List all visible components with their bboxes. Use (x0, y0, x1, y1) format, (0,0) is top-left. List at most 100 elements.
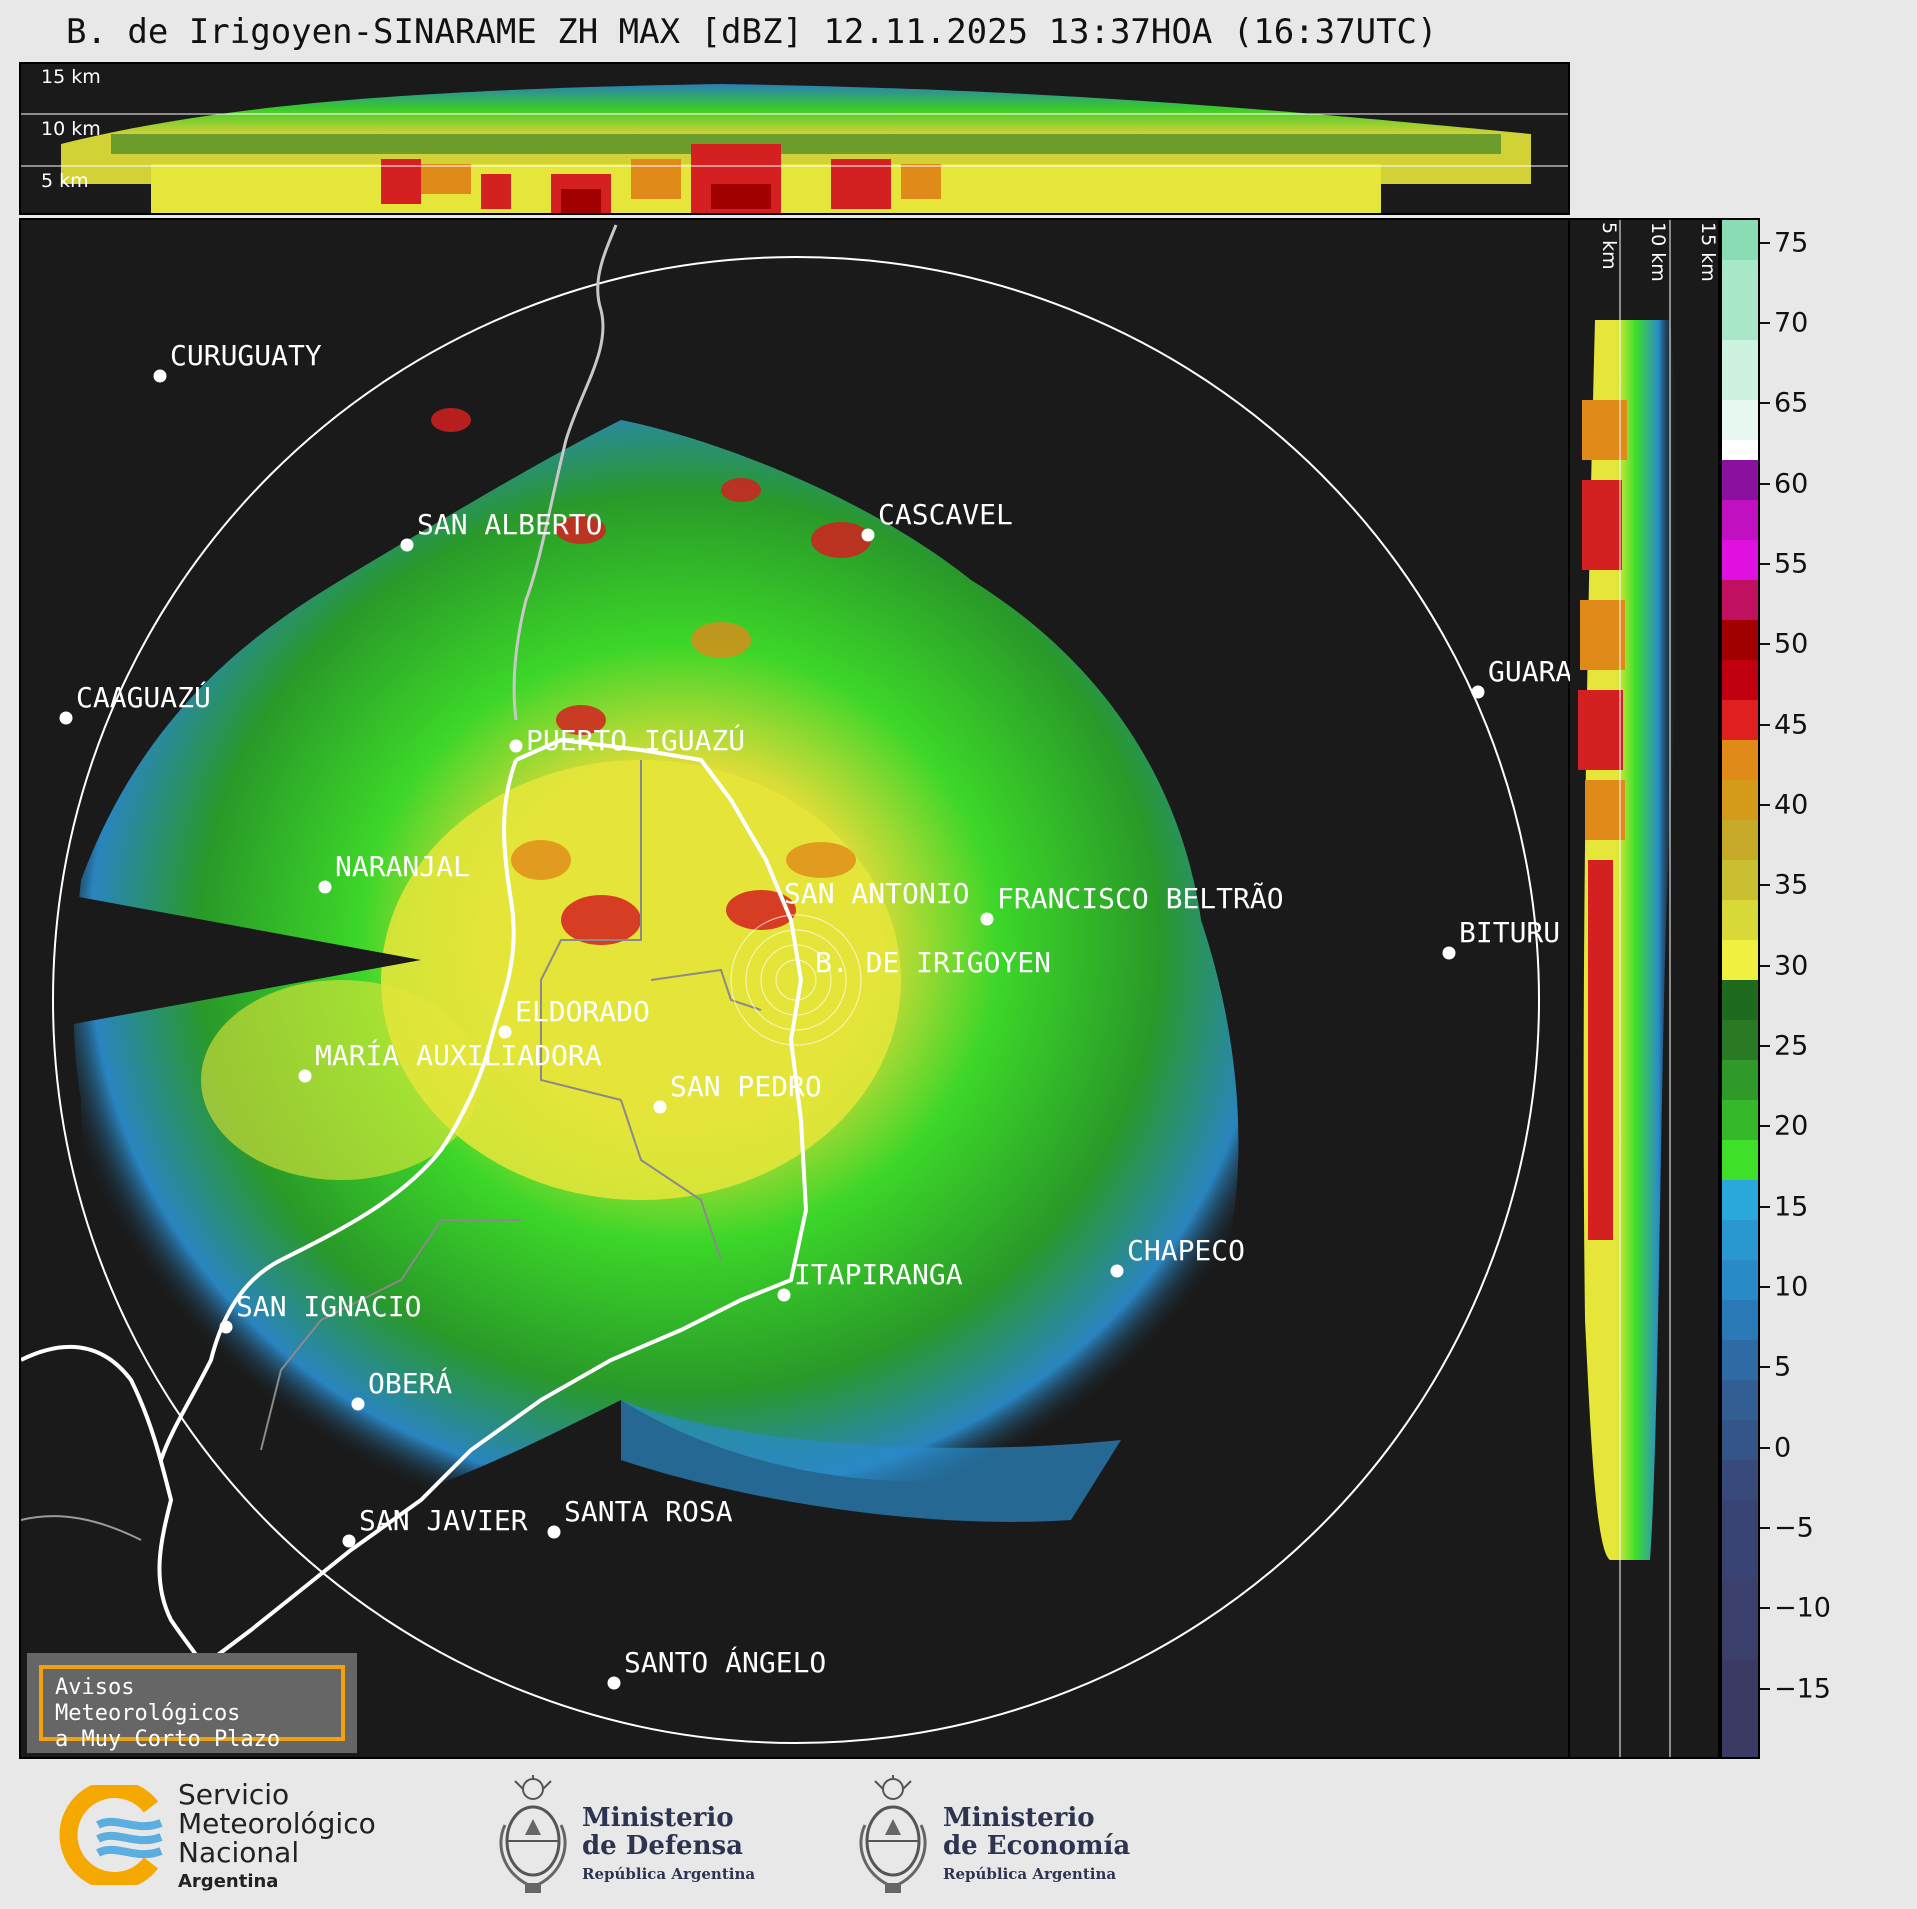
smn-logo-icon (59, 1785, 163, 1885)
city-label: ITAPIRANGA (794, 1258, 963, 1291)
colorbar-label: −10 (1774, 1592, 1831, 1624)
colorbar-label: 25 (1774, 1030, 1809, 1062)
city-dot (219, 1320, 233, 1334)
colorbar-tick (1760, 1527, 1770, 1529)
alert-box-frame: Avisos Meteorológicos a Muy Corto Plazo (39, 1665, 345, 1752)
colorbar-label: −5 (1774, 1512, 1814, 1544)
city-label: FRANCISCO BELTRÃO (997, 882, 1284, 915)
colorbar-tick (1760, 1125, 1770, 1127)
colorbar-label: 40 (1774, 789, 1809, 821)
colorbar-tick (1760, 322, 1770, 324)
city-label: CHAPECO (1127, 1234, 1246, 1267)
colorbar-label: 60 (1774, 468, 1809, 500)
defensa-line-1: Ministerio (582, 1803, 734, 1833)
ministerio-economia-text: Ministerio de Economía República Argenti… (943, 1804, 1130, 1888)
city-dot (777, 1288, 791, 1302)
city-dot (298, 1069, 312, 1083)
colorbar-tick (1760, 965, 1770, 967)
city-dot (1110, 1264, 1124, 1278)
smn-line-1: Servicio (178, 1778, 290, 1811)
side-profile-svg (1578, 220, 1678, 1757)
smn-line-4: Argentina (178, 1871, 279, 1892)
top-label-15km: 15 km (41, 66, 101, 88)
colorbar-tick (1760, 483, 1770, 485)
colorbar-label: 5 (1774, 1351, 1792, 1383)
city-label: SAN PEDRO (670, 1070, 822, 1103)
city-dot (59, 711, 73, 725)
city-label: SANTA ROSA (564, 1495, 733, 1528)
city-dot (653, 1100, 667, 1114)
colorbar-label: 20 (1774, 1110, 1809, 1142)
colorbar-tick (1760, 1447, 1770, 1449)
city-label: SAN JAVIER (359, 1504, 528, 1537)
defensa-line-2: de Defensa (582, 1831, 743, 1861)
city-label: PUERTO IGUAZÚ (526, 724, 746, 757)
city-dot (547, 1525, 561, 1539)
colorbar-label: 35 (1774, 869, 1809, 901)
colorbar-tick (1760, 1286, 1770, 1288)
city-label: CASCAVEL (878, 498, 1013, 531)
city-dot (607, 1676, 621, 1690)
argentina-coat-of-arms-icon (859, 1775, 927, 1893)
city-dot (318, 880, 332, 894)
side-label-15km: 15 km (1697, 222, 1719, 282)
side-label-10km: 10 km (1647, 222, 1669, 282)
city-label: BITURU (1459, 916, 1561, 949)
colorbar-tick (1760, 402, 1770, 404)
colorbar-tick (1760, 1688, 1770, 1690)
colorbar-label: 0 (1774, 1432, 1792, 1464)
colorbar-label: 30 (1774, 950, 1809, 982)
city-dot (980, 912, 994, 926)
colorbar-svg (1722, 220, 1758, 1757)
alert-line-1: Avisos Meteorológicos (55, 1675, 241, 1726)
top-vertical-profile: 15 km 10 km 5 km (19, 62, 1570, 215)
city-label: B. DE IRIGOYEN (815, 946, 1052, 979)
city-label: SAN ANTONIO (784, 877, 970, 910)
radar-map (19, 218, 1570, 1759)
top-profile-svg (21, 84, 1568, 213)
smn-line-2: Meteorológico (178, 1807, 376, 1840)
city-label: CURUGUATY (170, 339, 322, 372)
city-label: SANTO ÁNGELO (624, 1646, 827, 1679)
radar-map-svg (21, 224, 1540, 1744)
side-label-5km: 5 km (1598, 222, 1620, 270)
city-dot (1442, 946, 1456, 960)
city-dot (1471, 685, 1485, 699)
city-label: NARANJAL (335, 850, 470, 883)
city-dot (342, 1534, 356, 1548)
city-dot (153, 369, 167, 383)
economia-line-2: de Economía (943, 1831, 1131, 1861)
colorbar-tick (1760, 724, 1770, 726)
city-label: ELDORADO (515, 995, 650, 1028)
colorbar-label: 50 (1774, 628, 1809, 660)
city-dot (509, 739, 523, 753)
colorbar-tick (1760, 1607, 1770, 1609)
alert-box[interactable]: Avisos Meteorológicos a Muy Corto Plazo (27, 1653, 357, 1753)
colorbar-label: 65 (1774, 387, 1809, 419)
colorbar-tick (1760, 563, 1770, 565)
smn-line-3: Nacional (178, 1836, 300, 1869)
colorbar-tick (1760, 1206, 1770, 1208)
map-title: B. de Irigoyen-SINARAME ZH MAX [dBZ] 12.… (66, 12, 1438, 52)
city-label: SAN IGNACIO (236, 1290, 422, 1323)
city-dot (351, 1397, 365, 1411)
top-label-5km: 5 km (41, 170, 89, 192)
colorbar-label: 55 (1774, 548, 1809, 580)
city-dot (498, 1025, 512, 1039)
city-label: SAN ALBERTO (417, 508, 603, 541)
city-label: OBERÁ (368, 1367, 453, 1400)
colorbar-label: 15 (1774, 1191, 1809, 1223)
colorbar-label: 10 (1774, 1271, 1809, 1303)
alert-line-2: a Muy Corto Plazo (55, 1727, 281, 1752)
colorbar-label: 75 (1774, 227, 1809, 259)
top-label-10km: 10 km (41, 118, 101, 140)
colorbar-tick (1760, 1045, 1770, 1047)
colorbar-label: 70 (1774, 307, 1809, 339)
colorbar-label: 45 (1774, 709, 1809, 741)
dbz-colorbar (1720, 218, 1760, 1759)
side-vertical-profile (1570, 218, 1720, 1759)
argentina-coat-of-arms-icon (499, 1775, 567, 1893)
colorbar-tick (1760, 242, 1770, 244)
city-dot (400, 538, 414, 552)
economia-line-1: Ministerio (943, 1803, 1095, 1833)
